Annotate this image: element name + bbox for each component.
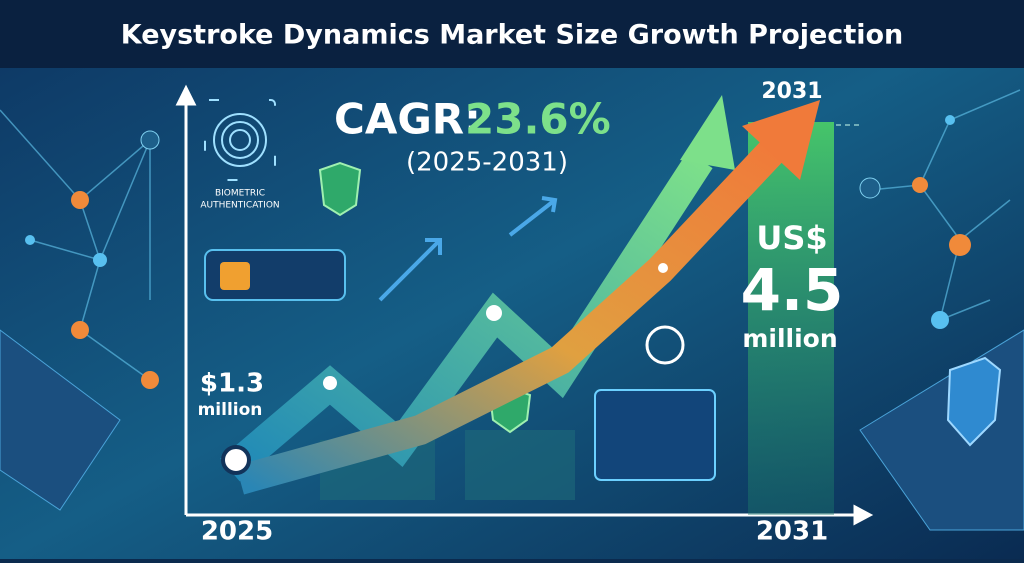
start-unit: million	[198, 400, 263, 420]
green-arrow-head	[680, 95, 735, 170]
title: Keystroke Dynamics Market Size Growth Pr…	[121, 20, 904, 51]
point	[486, 305, 502, 321]
nodes-left	[25, 130, 160, 389]
keyboard-left	[0, 329, 121, 511]
point	[658, 263, 668, 273]
cagr-period: (2025-2031)	[406, 148, 568, 178]
axes	[175, 84, 874, 526]
bottom-icons	[320, 325, 716, 500]
end-unit: million	[742, 324, 837, 353]
title-band	[0, 0, 1024, 68]
end-top-year: 2031	[761, 79, 822, 104]
keyboard-right	[859, 329, 1024, 531]
small-arrows	[378, 196, 558, 302]
start-year: 2025	[201, 517, 273, 547]
cagr-label: CAGR:	[334, 95, 481, 144]
badge-line: BIOMETRIC	[215, 189, 265, 199]
orange-arrow-head	[742, 100, 820, 180]
end-currency: US$	[756, 219, 827, 257]
point	[323, 376, 337, 390]
end-bar	[748, 122, 834, 515]
end-amount: 4.5	[741, 256, 844, 324]
fingerprint-icon	[204, 99, 276, 181]
cagr-value: 23.6%	[465, 95, 611, 144]
start-point	[221, 445, 251, 475]
start-amount: $1.3	[200, 369, 264, 399]
keyboard-lock-icon	[204, 249, 346, 301]
badge-line: AUTHENTICATION	[200, 201, 279, 211]
lock-shield-icon	[318, 161, 362, 217]
end-year: 2031	[756, 517, 828, 547]
nodes-right	[859, 115, 971, 329]
orange-arrow	[235, 137, 786, 495]
